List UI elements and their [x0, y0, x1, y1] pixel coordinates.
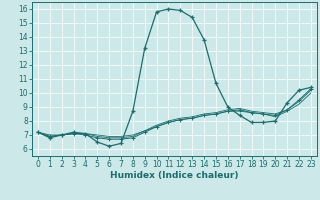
X-axis label: Humidex (Indice chaleur): Humidex (Indice chaleur) [110, 171, 239, 180]
